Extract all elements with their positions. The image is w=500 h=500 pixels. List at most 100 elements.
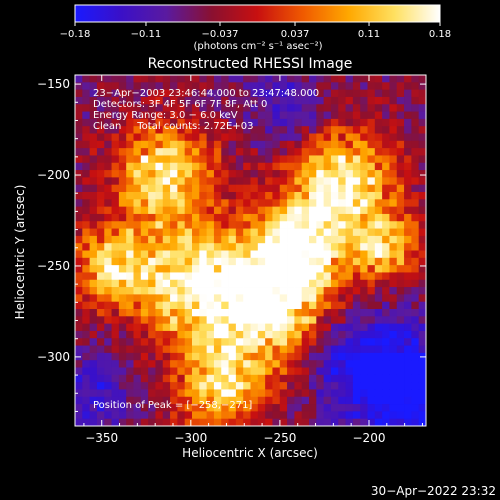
heatmap-cell — [418, 418, 427, 427]
heatmap-cell — [213, 148, 222, 156]
heatmap-cell — [272, 396, 281, 405]
heatmap-cell — [360, 199, 368, 208]
heatmap-cell — [162, 404, 171, 412]
heatmap-cell — [184, 243, 193, 251]
heatmap-cell — [338, 235, 346, 244]
heatmap-cell — [265, 411, 273, 420]
heatmap-cell — [352, 367, 361, 376]
heatmap-cell — [184, 272, 193, 281]
heatmap-cell — [104, 287, 112, 295]
heatmap-cell — [184, 265, 193, 273]
heatmap-cell — [404, 184, 412, 193]
heatmap-cell — [184, 140, 193, 149]
heatmap-cell — [96, 235, 105, 244]
heatmap-cell — [404, 96, 412, 105]
heatmap-cell — [257, 184, 266, 193]
heatmap-cell — [96, 396, 105, 405]
heatmap-cell — [243, 148, 251, 156]
heatmap-cell — [418, 162, 427, 171]
heatmap-cell — [411, 323, 420, 332]
heatmap-cell — [140, 228, 149, 237]
heatmap-cell — [243, 287, 251, 295]
heatmap-cell — [170, 140, 178, 149]
heatmap-cell — [184, 118, 193, 127]
heatmap-cell — [418, 104, 427, 112]
heatmap-cell — [345, 374, 354, 383]
heatmap-cell — [309, 133, 317, 142]
heatmap-cell — [404, 104, 412, 112]
heatmap-cell — [206, 374, 215, 383]
heatmap-cell — [250, 411, 259, 420]
heatmap-cell — [221, 287, 229, 295]
heatmap-cell — [118, 404, 127, 412]
heatmap-cell — [162, 206, 171, 215]
heatmap-cell — [301, 213, 310, 222]
heatmap-cell — [148, 287, 156, 295]
heatmap-cell — [170, 162, 178, 171]
heatmap-cell — [148, 177, 156, 186]
heatmap-cell — [287, 396, 295, 405]
heatmap-cell — [345, 257, 354, 266]
heatmap-cell — [96, 111, 105, 120]
heatmap-cell — [257, 104, 266, 112]
heatmap-cell — [272, 118, 281, 127]
heatmap-cell — [323, 257, 332, 266]
heatmap-cell — [184, 404, 193, 412]
heatmap-cell — [192, 82, 200, 91]
heatmap-cell — [155, 140, 164, 149]
heatmap-cell — [250, 170, 259, 178]
heatmap-cell — [382, 235, 390, 244]
heatmap-cell — [96, 404, 105, 412]
heatmap-cell — [213, 104, 222, 112]
heatmap-cell — [418, 367, 427, 376]
heatmap-cell — [228, 418, 237, 427]
heatmap-cell — [235, 250, 244, 259]
heatmap-cell — [192, 162, 200, 171]
heatmap-cell — [411, 104, 420, 112]
heatmap-cell — [250, 148, 259, 156]
heatmap-cell — [382, 243, 390, 251]
heatmap-cell — [104, 257, 112, 266]
heatmap-cell — [287, 206, 295, 215]
heatmap-cell — [382, 352, 390, 361]
heatmap-cell — [96, 250, 105, 259]
heatmap-cell — [155, 316, 164, 325]
heatmap-cell — [316, 213, 325, 222]
heatmap-cell — [89, 206, 98, 215]
heatmap-cell — [330, 213, 339, 222]
heatmap-cell — [243, 367, 251, 376]
heatmap-cell — [338, 360, 346, 368]
heatmap-cell — [199, 257, 208, 266]
heatmap-cell — [389, 75, 398, 83]
heatmap-cell — [177, 170, 186, 178]
heatmap-cell — [228, 89, 237, 98]
heatmap-cell — [140, 243, 149, 251]
heatmap-cell — [396, 294, 405, 303]
heatmap-cell — [323, 118, 332, 127]
heatmap-cell — [316, 177, 325, 186]
heatmap-cell — [199, 352, 208, 361]
heatmap-cell — [272, 82, 281, 91]
heatmap-cell — [382, 265, 390, 273]
heatmap-cell — [155, 199, 164, 208]
heatmap-cell — [411, 96, 420, 105]
heatmap-cell — [213, 287, 222, 295]
heatmap-cell — [411, 309, 420, 317]
heatmap-cell — [287, 338, 295, 346]
heatmap-cell — [206, 177, 215, 186]
heatmap-cell — [126, 404, 134, 412]
heatmap-cell — [170, 418, 178, 427]
heatmap-cell — [382, 75, 390, 83]
heatmap-cell — [155, 206, 164, 215]
heatmap-cell — [330, 111, 339, 120]
heatmap-cell — [148, 228, 156, 237]
heatmap-cell — [235, 389, 244, 398]
heatmap-cell — [96, 352, 105, 361]
heatmap-cell — [155, 75, 164, 83]
heatmap-cell — [104, 89, 112, 98]
heatmap-cell — [75, 338, 83, 346]
heatmap-cell — [184, 279, 193, 288]
heatmap-cell — [177, 192, 186, 200]
heatmap-cell — [330, 272, 339, 281]
heatmap-cell — [126, 301, 134, 310]
